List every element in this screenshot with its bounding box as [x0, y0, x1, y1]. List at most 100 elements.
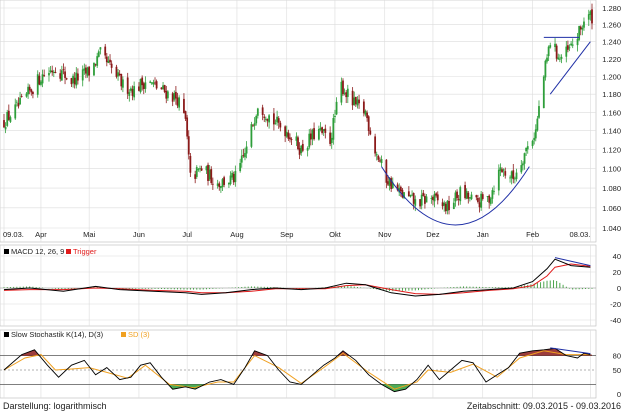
- stoch-y-tick-2: 0: [617, 390, 621, 399]
- candle-body-62: [141, 77, 144, 86]
- candle-body-253: [570, 43, 573, 46]
- candle-body-50: [115, 66, 118, 77]
- candle-body-66: [150, 82, 153, 84]
- candle-body-70: [160, 87, 163, 90]
- candle-body-168: [379, 160, 381, 162]
- candle-body-195: [441, 202, 444, 207]
- candle-body-181: [409, 195, 412, 197]
- stoch-trendline: [550, 347, 591, 355]
- candle-body-251: [567, 45, 569, 50]
- candle-body-233: [525, 147, 528, 152]
- candle-body-214: [481, 194, 484, 199]
- candle-body-77: [175, 91, 177, 99]
- candle-body-60: [138, 86, 140, 91]
- candle-body-73: [165, 90, 168, 99]
- candle-body-118: [266, 119, 269, 121]
- price-x-tick-5: Aug: [230, 230, 243, 239]
- candle-body-18: [41, 74, 44, 84]
- candle-body-193: [435, 193, 438, 196]
- candle-body-9: [20, 96, 23, 97]
- candle-body-27: [62, 69, 65, 71]
- macd-legend-label: MACD 12, 26, 9: [11, 247, 64, 256]
- stoch-k-legend-swatch: [4, 332, 9, 337]
- candle-body-113: [255, 115, 258, 124]
- candle-body-182: [411, 194, 413, 196]
- candle-body-254: [571, 44, 574, 46]
- candle-body-177: [399, 186, 402, 192]
- candle-body-242: [546, 57, 548, 62]
- candle-body-212: [478, 202, 481, 208]
- candle-body-41: [94, 64, 97, 66]
- stoch-k-line: [3, 347, 591, 393]
- price-x-tick-7: Okt: [329, 230, 342, 239]
- candle-body-203: [457, 199, 460, 200]
- candle-body-80: [183, 98, 185, 113]
- candle-body-120: [273, 113, 275, 125]
- candle-body-178: [401, 189, 404, 198]
- candle-body-15: [36, 74, 39, 95]
- candle-body-81: [184, 111, 187, 119]
- price-y-tick-5: 1.180: [602, 90, 621, 99]
- price-x-tick-8: Nov: [378, 230, 392, 239]
- candle-body-141: [319, 127, 322, 130]
- candle-body-101: [229, 175, 232, 185]
- candle-body-202: [456, 191, 458, 199]
- candle-body-150: [340, 81, 343, 103]
- candle-body-110: [250, 124, 253, 147]
- trigger-line: [3, 263, 591, 295]
- candle-body-229: [515, 172, 518, 180]
- candle-body-246: [555, 45, 558, 59]
- candle-body-79: [178, 97, 181, 108]
- candle-body-241: [544, 60, 547, 78]
- candle-body-217: [489, 198, 492, 204]
- candle-body-249: [560, 56, 563, 59]
- candle-body-225: [509, 177, 511, 179]
- candle-body-201: [454, 192, 457, 202]
- candle-body-215: [486, 196, 489, 198]
- macd-y-tick-0: 40: [613, 252, 621, 261]
- candle-body-145: [329, 132, 332, 144]
- candle-body-26: [60, 70, 63, 81]
- candle-body-220: [497, 169, 500, 191]
- price-y-tick-9: 1.100: [602, 165, 621, 174]
- candle-body-169: [380, 159, 383, 164]
- candle-body-151: [342, 80, 344, 95]
- candle-body-127: [287, 132, 290, 139]
- candle-body-96: [218, 183, 221, 188]
- candle-body-92: [208, 169, 211, 180]
- candle-body-95: [216, 183, 219, 186]
- candle-body-194: [436, 194, 439, 201]
- candle-body-199: [448, 200, 450, 211]
- price-y-tick-8: 1.120: [602, 145, 621, 154]
- candle-body-56: [128, 92, 131, 96]
- candle-body-205: [464, 185, 466, 199]
- candle-body-211: [477, 197, 479, 202]
- candle-body-97: [219, 186, 222, 189]
- price-frame: [0, 0, 597, 243]
- candle-body-129: [290, 139, 293, 140]
- price-x-tick-9: Dez: [426, 230, 440, 239]
- candle-body-10: [25, 93, 28, 97]
- price-x-tick-1: Apr: [35, 230, 47, 239]
- candle-body-213: [480, 193, 483, 208]
- candle-body-89: [200, 168, 203, 171]
- macd-legend-swatch: [4, 249, 9, 254]
- candle-body-146: [330, 137, 333, 144]
- candle-body-240: [542, 76, 545, 109]
- candle-body-159: [358, 99, 360, 104]
- candle-body-20: [48, 72, 50, 76]
- candle-body-3: [7, 110, 10, 120]
- price-y-tick-11: 1.060: [602, 204, 621, 213]
- candle-body-123: [277, 118, 280, 123]
- candle-body-33: [75, 72, 78, 86]
- candle-body-58: [131, 88, 134, 96]
- candle-body-210: [475, 195, 478, 198]
- candle-body-243: [547, 46, 550, 57]
- candle-body-13: [30, 89, 33, 93]
- candle-body-133: [300, 145, 303, 154]
- candle-body-40: [93, 62, 95, 76]
- candle-body-107: [242, 154, 245, 156]
- price-y-tick-4: 1.200: [602, 72, 621, 81]
- candle-body-160: [362, 101, 365, 114]
